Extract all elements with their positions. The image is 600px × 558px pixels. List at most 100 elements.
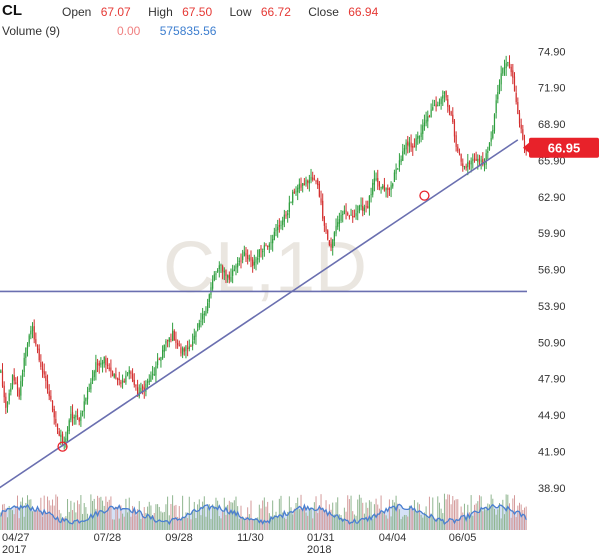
candle-body	[443, 91, 446, 94]
candle-body	[287, 213, 289, 216]
candle-body	[322, 200, 324, 219]
candle	[453, 119, 456, 143]
x-tick-label: 06/05	[449, 532, 477, 544]
candle	[230, 268, 232, 283]
candle-body	[267, 246, 269, 248]
candle	[457, 144, 459, 153]
candle	[475, 151, 477, 161]
candle-body	[283, 214, 285, 222]
candle	[460, 153, 462, 166]
candle-body	[423, 122, 426, 127]
candle	[465, 163, 467, 171]
candle-body	[502, 68, 504, 74]
candle	[123, 378, 125, 383]
candle	[243, 245, 245, 257]
candle-body	[31, 326, 34, 332]
candle	[51, 400, 54, 413]
candle-body	[315, 180, 317, 182]
candle	[195, 330, 197, 345]
candle-body	[180, 347, 182, 354]
candle-body	[373, 178, 376, 185]
candle-body	[255, 258, 257, 263]
candle	[190, 344, 192, 347]
candle-body	[432, 107, 434, 110]
candle-body	[253, 261, 255, 266]
candle	[55, 411, 57, 427]
candle	[450, 110, 452, 117]
candle-body	[477, 158, 479, 163]
candle-body	[400, 159, 402, 163]
candle	[422, 119, 424, 140]
candle	[178, 340, 180, 347]
candle	[498, 79, 501, 95]
candle-body	[468, 162, 471, 164]
candle	[237, 257, 239, 273]
candle	[205, 306, 207, 317]
candle	[35, 332, 37, 347]
candle-body	[162, 349, 164, 359]
candle-body	[30, 330, 32, 335]
candle	[182, 346, 184, 359]
candle	[56, 423, 59, 435]
candle-body	[413, 146, 416, 148]
volume-panel	[0, 493, 527, 530]
candle-body	[35, 339, 37, 345]
candle-body	[453, 121, 456, 137]
candle-body	[492, 129, 494, 139]
candle	[520, 118, 522, 134]
candle	[280, 220, 282, 230]
candle	[295, 186, 297, 196]
trendline-anchor-handle[interactable]	[57, 441, 68, 452]
candle-body	[238, 260, 240, 262]
candle-body	[275, 229, 277, 232]
candle	[118, 371, 120, 386]
candle-body	[170, 339, 172, 341]
candle	[8, 389, 10, 405]
volume-readout: Volume (9)	[2, 24, 60, 38]
candle	[517, 97, 519, 115]
candle	[130, 370, 132, 379]
candle	[325, 222, 327, 234]
candle-body	[172, 330, 174, 341]
candle-body	[467, 161, 469, 168]
candle-body	[105, 358, 107, 365]
candle-body	[80, 412, 82, 421]
candle	[397, 167, 399, 170]
candle	[328, 239, 330, 247]
candle-body	[225, 269, 227, 277]
trendline[interactable]	[0, 139, 519, 489]
candle-body	[187, 347, 189, 349]
candle	[282, 216, 284, 231]
candle	[290, 201, 292, 204]
candle-body	[510, 66, 512, 73]
candle-body	[300, 184, 302, 188]
candle-body	[460, 154, 462, 162]
candle	[98, 360, 100, 374]
candle-body	[41, 368, 44, 373]
candle-body	[488, 142, 491, 150]
candle	[220, 263, 222, 273]
x-tick-label: 07/28	[94, 532, 122, 544]
candle-body	[248, 258, 250, 260]
drawings[interactable]	[0, 139, 527, 489]
candle	[131, 368, 134, 383]
candle	[405, 139, 407, 156]
candle-body	[450, 111, 452, 115]
candle-body	[1, 371, 4, 387]
candle	[15, 377, 17, 385]
candle	[76, 408, 79, 420]
candle	[133, 373, 135, 388]
candle	[515, 85, 517, 105]
candle	[330, 237, 332, 252]
candle-body	[130, 371, 132, 374]
candle-body	[207, 302, 209, 311]
trendline-anchor-handle[interactable]	[419, 190, 430, 201]
candle	[300, 177, 302, 191]
candle	[347, 211, 349, 216]
candle	[303, 178, 305, 186]
candle-body	[227, 275, 229, 278]
candle-body	[487, 151, 489, 153]
candle	[115, 367, 117, 380]
candle-body	[146, 381, 149, 384]
